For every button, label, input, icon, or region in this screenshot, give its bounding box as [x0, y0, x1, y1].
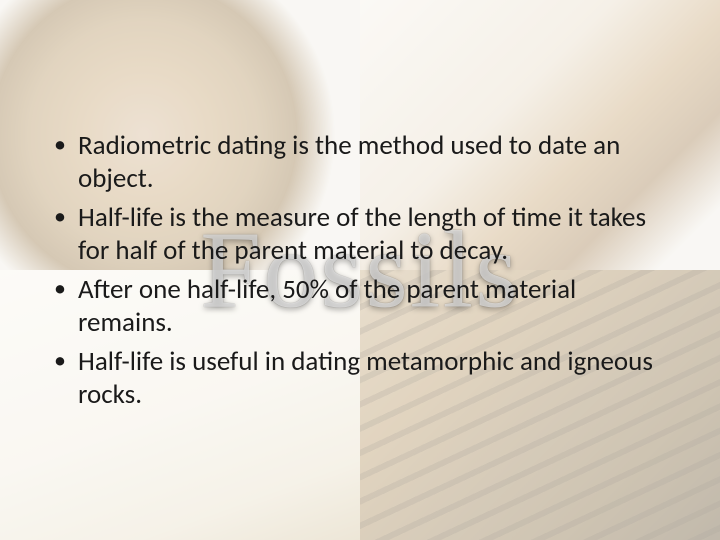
- bullet-item: Radiometric dating is the method used to…: [50, 130, 670, 196]
- bullet-item: After one half-life, 50% of the parent m…: [50, 274, 670, 340]
- bullet-item: Half-life is the measure of the length o…: [50, 202, 670, 268]
- bullet-item: Half-life is useful in dating metamorphi…: [50, 346, 670, 412]
- slide-content: Radiometric dating is the method used to…: [0, 0, 720, 540]
- bullet-list: Radiometric dating is the method used to…: [50, 130, 670, 412]
